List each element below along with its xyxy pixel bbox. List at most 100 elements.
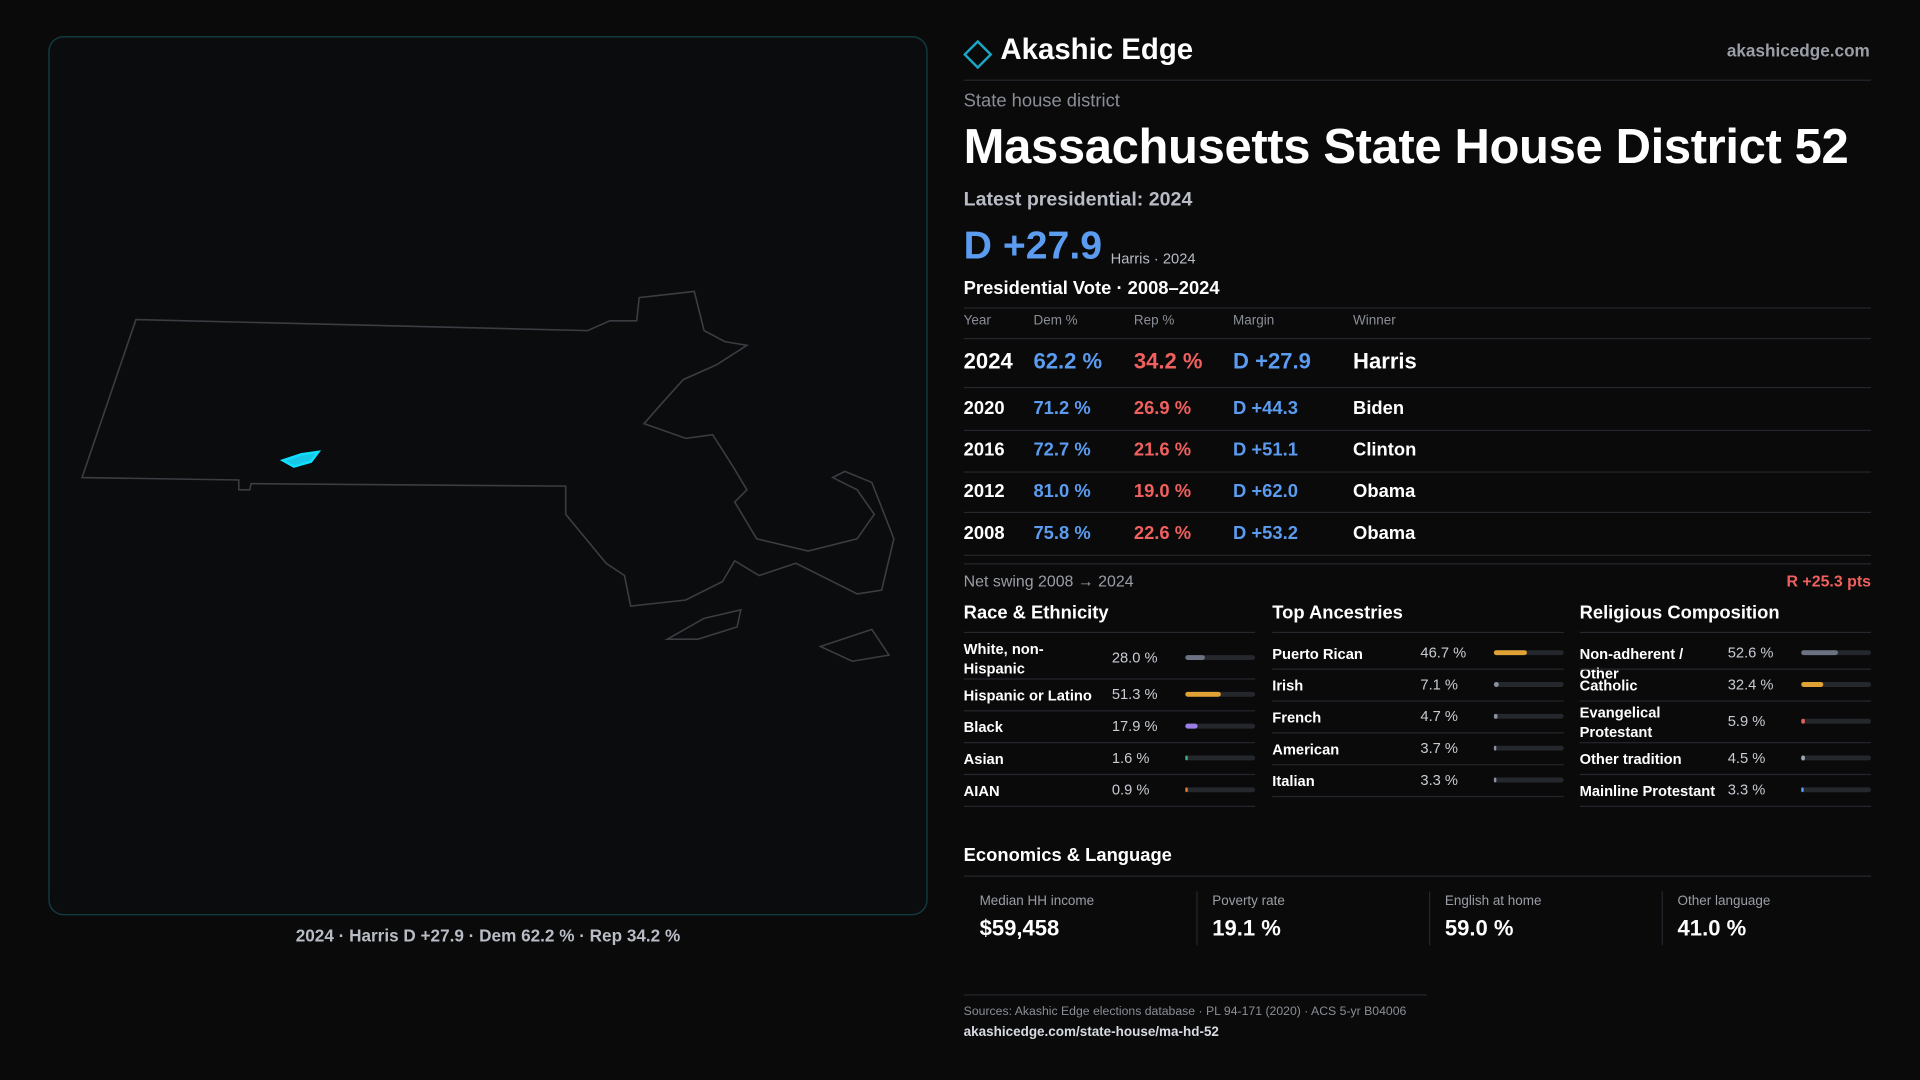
bar-track bbox=[1185, 655, 1256, 661]
divider bbox=[1272, 795, 1564, 798]
bar-track bbox=[1185, 755, 1256, 761]
stat-value: 41.0 % bbox=[1677, 915, 1747, 941]
row-value: 3.7 % bbox=[1420, 739, 1458, 757]
panel-title: Top Ancestries bbox=[1272, 602, 1403, 624]
bar-track bbox=[1493, 745, 1564, 751]
bar bbox=[1185, 755, 1188, 761]
row-name: Mainline Protestant bbox=[1579, 782, 1716, 800]
divider bbox=[1579, 773, 1872, 776]
table-cell: 21.6 % bbox=[1133, 438, 1192, 460]
bar-track bbox=[1801, 718, 1872, 724]
table-cell: 2016 bbox=[963, 438, 1005, 460]
divider bbox=[963, 554, 1872, 556]
table-cell: 2012 bbox=[963, 480, 1005, 502]
table-cell: 26.9 % bbox=[1133, 397, 1192, 419]
bar bbox=[1493, 745, 1497, 751]
row-name: Puerto Rican bbox=[1272, 645, 1363, 663]
bar bbox=[1185, 723, 1198, 729]
divider bbox=[1579, 700, 1872, 702]
row-name: AIAN bbox=[963, 782, 1000, 800]
divider bbox=[963, 563, 1872, 565]
table-cell: Obama bbox=[1353, 522, 1416, 544]
table-cell: 81.0 % bbox=[1033, 480, 1091, 502]
divider bbox=[1196, 891, 1198, 946]
url: akashicedge.com/state-house/ma-hd-52 bbox=[963, 1024, 1219, 1040]
bar-track bbox=[1493, 777, 1564, 783]
column-header: Margin bbox=[1233, 313, 1275, 329]
column-header: Dem % bbox=[1033, 313, 1078, 329]
bar-track bbox=[1185, 723, 1256, 729]
divider bbox=[1272, 700, 1564, 702]
section-title: Economics & Language bbox=[963, 844, 1172, 866]
table-cell: D +62.0 bbox=[1233, 480, 1298, 502]
table-cell: D +44.3 bbox=[1233, 397, 1298, 419]
stat-value: 19.1 % bbox=[1212, 915, 1281, 941]
divider bbox=[963, 805, 1256, 807]
table-cell: 71.2 % bbox=[1033, 397, 1091, 419]
row-value: 32.4 % bbox=[1727, 675, 1774, 694]
divider bbox=[963, 429, 1872, 432]
divider bbox=[1428, 891, 1431, 946]
row-value: 4.5 % bbox=[1727, 749, 1766, 767]
table-cell: Harris bbox=[1353, 348, 1417, 374]
stat-value: 59.0 % bbox=[1444, 915, 1514, 941]
table-title: Presidential Vote · 2008–2024 bbox=[963, 277, 1220, 299]
divider bbox=[1661, 891, 1663, 946]
row-value: 4.7 % bbox=[1420, 707, 1458, 725]
headline-margin: D +27.9 bbox=[963, 222, 1103, 267]
table-cell: 72.7 % bbox=[1033, 438, 1091, 460]
table-cell: 2020 bbox=[963, 397, 1005, 419]
row-value: 7.1 % bbox=[1420, 675, 1458, 694]
brand: Akashic Edge bbox=[1000, 33, 1194, 67]
bar bbox=[1801, 787, 1804, 793]
panel-title: Religious Composition bbox=[1579, 602, 1780, 624]
row-value: 1.6 % bbox=[1111, 749, 1150, 767]
district-shape bbox=[279, 450, 322, 468]
row-name: Italian bbox=[1272, 772, 1315, 790]
bar bbox=[1185, 691, 1222, 697]
table-cell: D +27.9 bbox=[1233, 348, 1311, 374]
column-header: Year bbox=[963, 313, 991, 329]
column-header: Rep % bbox=[1133, 313, 1175, 329]
bar-track bbox=[1801, 682, 1872, 687]
bar bbox=[1185, 787, 1188, 793]
site-link: akashicedge.com bbox=[1726, 40, 1870, 61]
row-name: Irish bbox=[1272, 677, 1304, 695]
divider bbox=[1272, 668, 1564, 670]
row-value: 28.0 % bbox=[1111, 648, 1158, 667]
divider bbox=[963, 710, 1256, 712]
net-swing-value: R +25.3 pts bbox=[1786, 571, 1872, 591]
table-cell: 19.0 % bbox=[1133, 480, 1192, 502]
bar bbox=[1801, 682, 1824, 687]
divider bbox=[1272, 631, 1564, 634]
net-swing-label: Net swing 2008 → 2024 bbox=[963, 571, 1134, 591]
bar-track bbox=[1493, 713, 1564, 719]
divider bbox=[963, 875, 1872, 877]
divider bbox=[963, 386, 1872, 389]
table-cell: D +51.1 bbox=[1233, 438, 1298, 460]
stat-value: $59,458 bbox=[979, 915, 1060, 941]
bar bbox=[1493, 650, 1527, 656]
islands bbox=[664, 608, 891, 663]
divider bbox=[963, 337, 1872, 340]
divider bbox=[963, 511, 1872, 514]
column-header: Winner bbox=[1353, 313, 1396, 329]
panel-title: Race & Ethnicity bbox=[963, 602, 1109, 624]
row-name: Black bbox=[963, 718, 1003, 736]
table-cell: 75.8 % bbox=[1033, 522, 1091, 544]
headline-note: Harris · 2024 bbox=[1110, 249, 1196, 267]
map-panel bbox=[48, 36, 928, 916]
latest-label: Latest presidential: 2024 bbox=[963, 189, 1193, 211]
state-outline bbox=[80, 290, 895, 607]
bar bbox=[1493, 713, 1498, 719]
table-cell: Clinton bbox=[1353, 438, 1417, 460]
row-value: 3.3 % bbox=[1727, 781, 1766, 799]
divider bbox=[1579, 631, 1872, 634]
row-value: 52.6 % bbox=[1727, 644, 1774, 662]
bar bbox=[1493, 777, 1497, 783]
divider bbox=[1579, 805, 1872, 807]
kicker: State house district bbox=[963, 90, 1120, 112]
bar-track bbox=[1185, 787, 1256, 793]
